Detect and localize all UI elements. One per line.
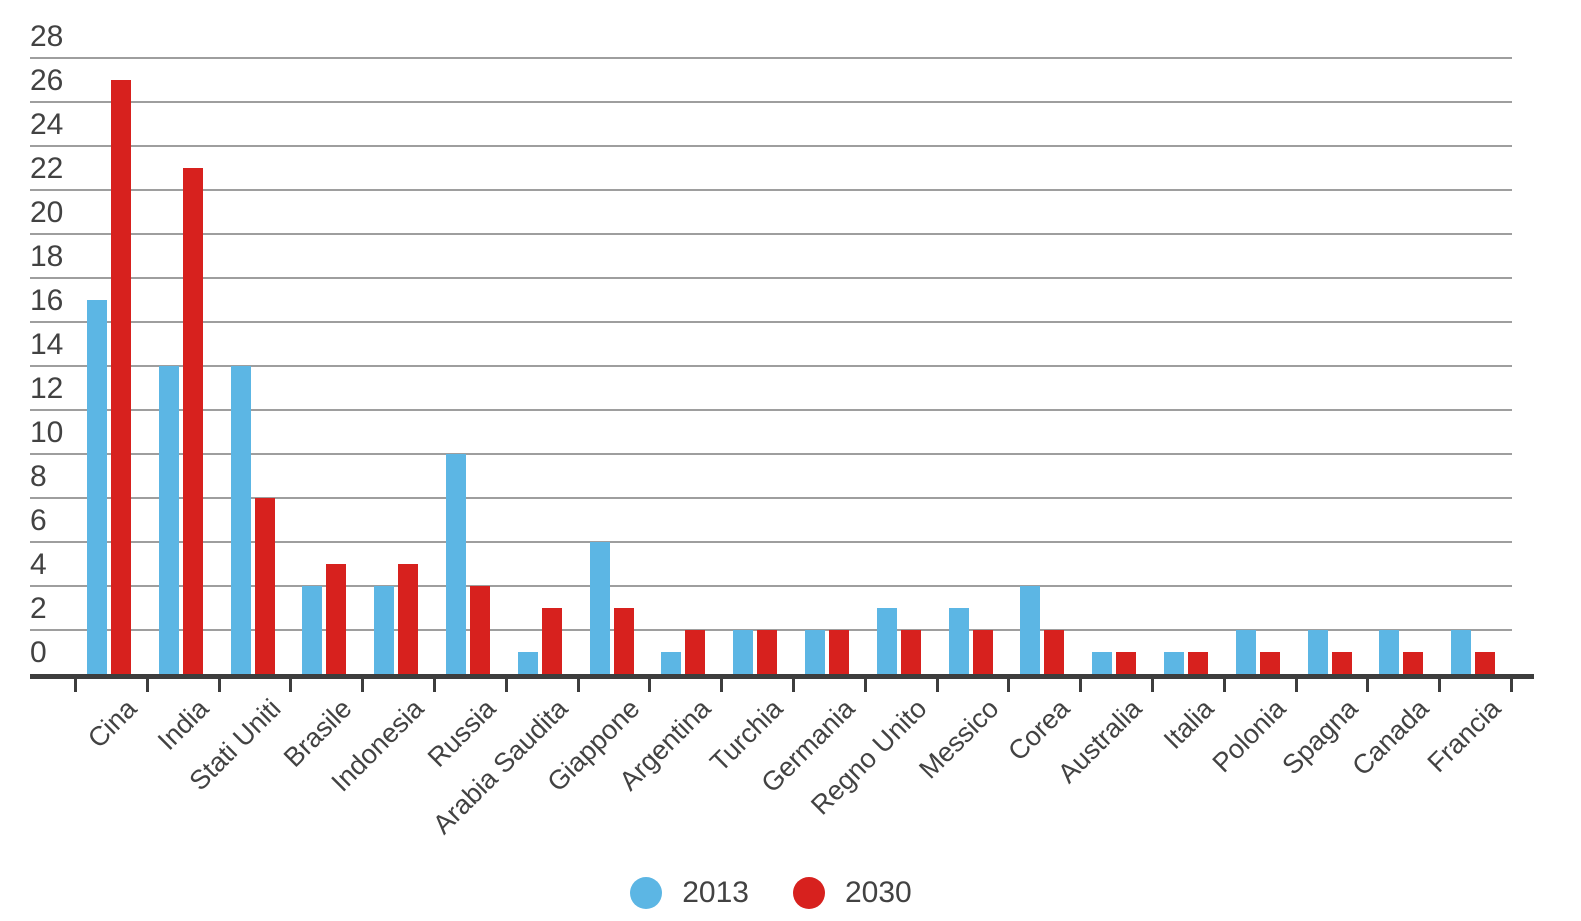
x-axis-tick	[433, 679, 436, 692]
x-axis-tick	[1151, 679, 1154, 692]
bar-2030-messico	[972, 630, 993, 674]
legend-item-2013: 2013	[630, 876, 749, 910]
legend-label-2030: 2030	[845, 876, 912, 909]
y-axis-label-22: 22	[30, 152, 64, 185]
gridline-y-16	[30, 321, 1512, 323]
bar-2030-india	[182, 168, 203, 674]
x-axis-tick	[1079, 679, 1083, 692]
bar-2030-spagna	[1331, 652, 1352, 674]
bar-2030-indonesia	[398, 564, 419, 674]
bar-2013-spagna	[1307, 630, 1328, 674]
y-axis-label-6: 6	[30, 504, 47, 537]
gridline-y-4	[30, 585, 1512, 587]
gridline-y-12	[30, 409, 1512, 411]
bar-2013-brasile	[302, 586, 323, 674]
x-axis-tick	[863, 679, 867, 692]
y-axis-label-10: 10	[30, 416, 64, 449]
y-axis-label-14: 14	[30, 328, 64, 361]
y-axis-label-0: 0	[30, 636, 47, 669]
bar-2013-italia	[1163, 652, 1184, 674]
y-axis-label-20: 20	[30, 196, 64, 229]
gridline-y-20	[30, 233, 1512, 235]
x-axis-line	[30, 674, 1534, 679]
y-axis-label-8: 8	[30, 460, 47, 493]
y-axis-label-2: 2	[30, 592, 47, 625]
bar-2030-argentina	[685, 630, 706, 674]
bar-2013-indonesia	[374, 586, 395, 674]
x-axis-tick	[935, 679, 939, 692]
x-axis-tick	[361, 679, 365, 692]
gridline-y-24	[30, 145, 1512, 147]
bar-2030-russia	[469, 586, 490, 674]
bar-2013-stati-uniti	[230, 366, 251, 674]
y-axis-label-24: 24	[30, 108, 64, 141]
bar-2013-russia	[445, 454, 466, 674]
gridline-y-6	[30, 541, 1512, 543]
gridline-y-26	[30, 101, 1512, 103]
bar-2013-polonia	[1235, 630, 1256, 674]
gridline-y-14	[30, 365, 1512, 367]
x-axis-tick	[74, 679, 77, 692]
bar-2030-arabia-saudita	[541, 608, 562, 674]
y-axis-label-26: 26	[30, 64, 64, 97]
bar-2013-corea	[1020, 586, 1041, 674]
bar-2013-giappone	[589, 542, 610, 674]
bar-2013-arabia-saudita	[517, 652, 538, 674]
legend-label-2013: 2013	[682, 876, 749, 909]
bar-2013-australia	[1092, 652, 1113, 674]
y-axis-label-28: 28	[30, 20, 64, 53]
legend-item-2030: 2030	[793, 876, 912, 910]
bar-2030-canada	[1403, 652, 1424, 674]
bar-2030-corea	[1044, 630, 1065, 674]
bar-2030-francia	[1475, 652, 1496, 674]
bar-2013-canada	[1379, 630, 1400, 674]
bar-2030-giappone	[613, 608, 634, 674]
legend-dot-2030-icon	[793, 877, 825, 909]
x-axis-tick	[648, 679, 652, 692]
x-axis-tick	[1510, 679, 1513, 692]
x-axis-tick	[1007, 679, 1011, 692]
bar-2030-australia	[1116, 652, 1137, 674]
y-axis-label-16: 16	[30, 284, 64, 317]
x-axis-tick	[1366, 679, 1370, 692]
legend: 2013 2030	[30, 876, 1512, 910]
bar-2030-italia	[1187, 652, 1208, 674]
bar-2030-cina	[110, 80, 131, 674]
bar-2013-turchia	[733, 630, 754, 674]
gridline-y-8	[30, 497, 1512, 499]
bar-2013-messico	[948, 608, 969, 674]
gridline-y-22	[30, 189, 1512, 191]
x-axis-tick	[720, 679, 724, 692]
x-axis-tick	[576, 679, 580, 692]
y-axis-label-18: 18	[30, 240, 64, 273]
x-axis-tick	[145, 679, 149, 692]
bar-2030-germania	[828, 630, 849, 674]
bar-2013-regno-unito	[876, 608, 897, 674]
gridline-y-18	[30, 277, 1512, 279]
bar-2030-stati-uniti	[254, 498, 275, 674]
bar-2013-cina	[86, 300, 107, 674]
bar-2030-polonia	[1259, 652, 1280, 674]
gridline-y-10	[30, 453, 1512, 455]
bar-2030-brasile	[326, 564, 347, 674]
x-axis-tick	[1222, 679, 1226, 692]
x-axis-tick	[792, 679, 795, 692]
bar-2013-india	[158, 366, 179, 674]
legend-dot-2013-icon	[630, 877, 663, 909]
x-axis-tick	[1294, 679, 1298, 692]
bar-2030-turchia	[757, 630, 778, 674]
x-axis-tick	[217, 679, 221, 692]
bar-2013-argentina	[661, 652, 682, 674]
x-axis-tick	[1438, 679, 1442, 692]
x-axis-tick	[289, 679, 293, 692]
y-axis-label-4: 4	[30, 548, 47, 581]
y-axis-label-12: 12	[30, 372, 64, 405]
gridline-y-28	[30, 57, 1512, 59]
bar-2030-regno-unito	[900, 630, 921, 674]
bar-2013-germania	[804, 630, 825, 674]
bar-2013-francia	[1451, 630, 1472, 674]
x-axis-tick	[504, 679, 508, 692]
